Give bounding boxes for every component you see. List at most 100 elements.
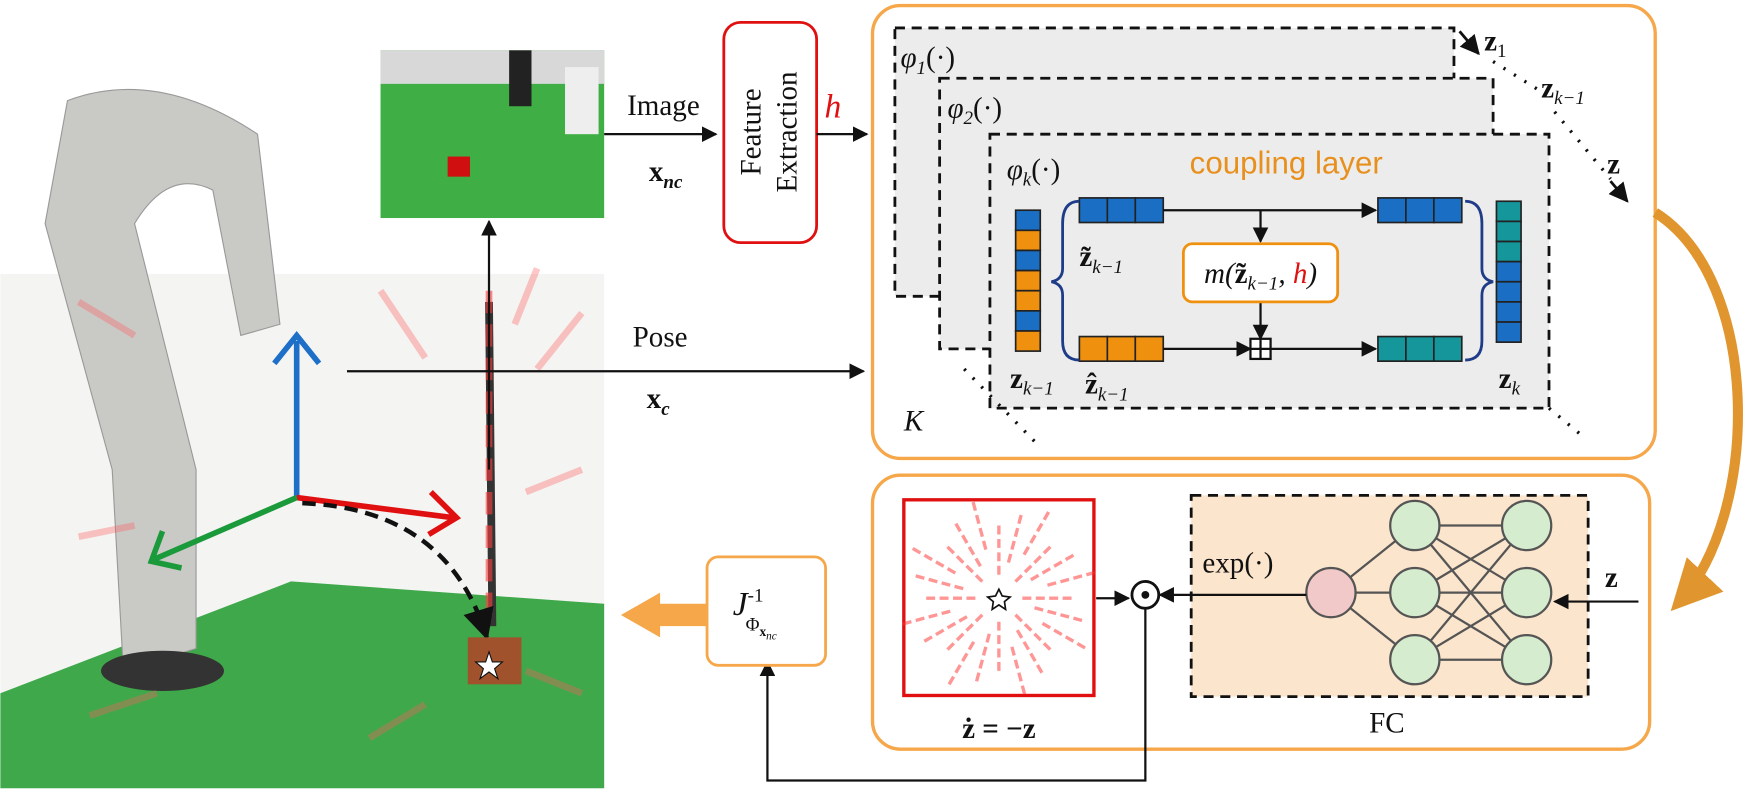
phi: φ [900, 42, 916, 74]
layer-count: K [903, 405, 925, 437]
var-sub: nc [663, 172, 683, 193]
flow-output: z1 [1484, 25, 1506, 62]
var-base: z [1010, 363, 1023, 395]
var-sub: k−1 [1023, 379, 1054, 400]
var-base: x [649, 156, 664, 188]
var-base: z [1484, 25, 1497, 57]
phi-sub: 2 [964, 108, 974, 129]
feature-extraction-box [722, 20, 819, 245]
fn-sep: , [1278, 258, 1293, 290]
j-sup: -1 [748, 586, 764, 607]
input-var: zk−1 [1010, 363, 1054, 400]
field-vector [1006, 514, 1023, 565]
var-sub: k [1512, 379, 1521, 400]
fn-base: z̃ [1235, 258, 1248, 290]
pose-var: xc [647, 383, 671, 420]
field-vector [923, 614, 969, 643]
var-sub: k−1 [1554, 88, 1585, 109]
coupling-arrows [1163, 202, 1378, 361]
fn-extra: h [1293, 258, 1308, 290]
curved-arrow [1652, 208, 1743, 612]
output-var: zk [1499, 363, 1521, 400]
phi: φ [947, 92, 963, 124]
field-vector [1045, 570, 1096, 588]
field-vector [902, 609, 952, 626]
field-vector [1022, 511, 1051, 557]
var-sub: k−1 [1092, 257, 1123, 278]
camera-image [380, 50, 605, 219]
phi-arg: (·) [973, 92, 1002, 124]
output-arrow-big [620, 592, 708, 638]
j-base: J [733, 586, 750, 623]
coupling-function: m(z̃k−1, h) [1204, 258, 1317, 295]
var-base: z [1541, 72, 1554, 104]
exp-label: exp(·) [1202, 547, 1273, 579]
coupling-vectors [1014, 197, 1522, 362]
dynamics-input: z [1605, 562, 1618, 594]
j-sub: Φ [746, 615, 760, 636]
field-vector [946, 545, 985, 584]
jacobian-box [705, 555, 827, 667]
feature-output: h [824, 88, 841, 125]
lower-var: ẑk−1 [1085, 369, 1129, 406]
output-arrow [1458, 30, 1480, 56]
fn-suffix: ) [1305, 258, 1317, 290]
pose-label: Pose [633, 322, 688, 354]
field-vector [947, 639, 976, 686]
j-sub2: x [759, 624, 766, 639]
vector-field [902, 501, 1096, 695]
var-base: z [1499, 363, 1512, 395]
field-vector [974, 632, 992, 682]
field-label: ż = −z [962, 713, 1036, 745]
feature-label-2: Extraction [771, 71, 803, 193]
upper-var: z̃k−1 [1079, 241, 1123, 278]
fc-nodes [1305, 499, 1553, 686]
var-sub: 1 [1497, 41, 1507, 62]
var-sub: c [661, 399, 670, 420]
phi: φ [1007, 154, 1023, 186]
layer-label: φ1(·) [900, 42, 955, 79]
phi-sub: k [1023, 170, 1032, 191]
field-vector [946, 612, 985, 651]
field-vector [1009, 645, 1027, 695]
feedback-arrow [759, 609, 1147, 782]
field-vector [1015, 628, 1044, 674]
coupling-function-box [1181, 242, 1340, 304]
fn-prefix: m( [1204, 258, 1237, 290]
field-vector [1029, 553, 1075, 582]
fn-sub: k−1 [1248, 274, 1279, 295]
feature-label-1: Feature [736, 88, 768, 175]
product-dot [1141, 590, 1150, 599]
coupling-layer-label: coupling layer [1190, 145, 1383, 180]
field-vector [954, 522, 983, 569]
field-vector [971, 501, 988, 552]
var-base: z̃ [1079, 241, 1092, 273]
fc-label: FC [1369, 707, 1405, 739]
phi-arg: (·) [926, 42, 955, 74]
phi-arg: (·) [1031, 154, 1060, 186]
output-arrow [1608, 180, 1629, 203]
image-var: xnc [649, 156, 683, 193]
bracket [1465, 199, 1494, 362]
var-base: x [647, 383, 662, 415]
var-base: ẑ [1085, 369, 1098, 401]
field-vector [1040, 621, 1086, 650]
image-label: Image [627, 90, 700, 122]
phi-sub: 1 [917, 58, 927, 79]
field-vector [1013, 545, 1052, 584]
field-vector [1013, 612, 1052, 651]
field-vector [1033, 605, 1083, 623]
flow-output: z [1607, 148, 1620, 180]
bracket [1051, 199, 1080, 362]
robot-scene [0, 88, 605, 789]
goal-star [985, 587, 1013, 612]
layer-label: φ2(·) [947, 92, 1002, 129]
field-vector [915, 574, 965, 591]
var-sub: k−1 [1098, 384, 1129, 405]
j-sub3: nc [766, 631, 777, 643]
field-vector [911, 546, 958, 576]
layer-label: φk(·) [1007, 154, 1061, 191]
ellipsis [963, 60, 1612, 449]
